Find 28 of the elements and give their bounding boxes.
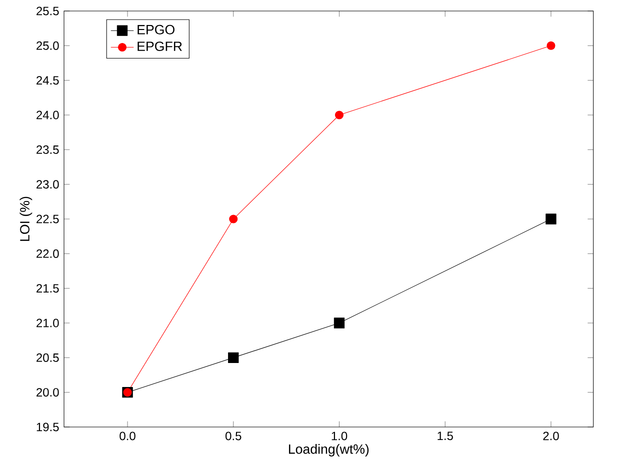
y-tick-label: 25.0 [36, 41, 59, 50]
y-tick-label: 22.5 [36, 214, 59, 224]
point [546, 41, 556, 50]
point [228, 352, 239, 364]
y-tick-label: 22.0 [36, 249, 59, 258]
point [229, 214, 238, 224]
y-tick-label: 24.0 [36, 110, 59, 120]
legend-label: EPGFR [138, 42, 182, 52]
y-tick-label: 24.5 [36, 76, 59, 85]
y-axis-title: LOI (%) [20, 196, 32, 241]
x-tick-label: 0.0 [120, 432, 136, 440]
x-tick-label: 1.0 [332, 432, 348, 440]
x-tick-label: 1.5 [438, 432, 453, 440]
point [334, 318, 345, 328]
y-tick-label: 21.0 [36, 318, 59, 328]
y-tick-label: 19.5 [36, 422, 59, 432]
y-tick-label: 23.0 [36, 180, 59, 189]
y-tick-label: 23.5 [36, 145, 59, 154]
y-tick-label: 25.5 [36, 6, 59, 16]
x-tick-label: 0.5 [226, 432, 242, 440]
legend-label: EPGO [138, 24, 174, 34]
point [334, 110, 344, 120]
x-axis-title: Loading(wt%) [288, 444, 369, 456]
y-tick-label: 21.5 [36, 284, 59, 293]
x-tick-label: 2.0 [543, 432, 559, 440]
y-tick-label: 20.0 [36, 388, 59, 397]
y-tick-label: 20.5 [36, 353, 59, 362]
point [546, 214, 556, 224]
